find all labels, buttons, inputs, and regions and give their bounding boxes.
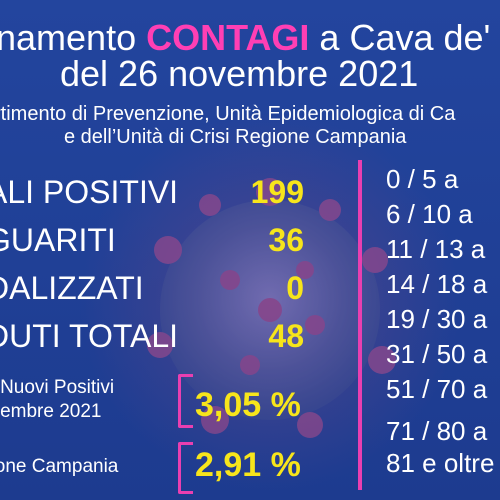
pct-value-campania: 2,91 % <box>195 446 301 484</box>
pct-label-line-2: ovembre 2021 <box>0 401 102 422</box>
pct-label-campania: gione Campania <box>0 456 119 477</box>
pct-value-nuovi-positivi: 3,05 % <box>195 386 301 424</box>
age-group-2: 11 / 13 a <box>386 234 486 264</box>
virus-illustration <box>147 178 396 438</box>
stat-label-deceduti: DUTI TOTALI <box>0 318 179 354</box>
age-group-5: 31 / 50 a <box>386 339 488 369</box>
age-group-1: 6 / 10 a <box>386 199 473 229</box>
subtitle-line-2: e dell’Unità di Crisi Regione Campania <box>64 126 407 148</box>
age-group-6: 51 / 70 a <box>386 374 488 404</box>
title-highlight: CONTAGI <box>146 17 310 58</box>
subtitle-line-1: rtimento di Prevenzione, Unità Epidemiol… <box>0 103 456 125</box>
stat-label-ospedalizzati: DALIZZATI <box>0 270 144 306</box>
stat-value-positivi: 199 <box>250 174 304 210</box>
age-group-0: 0 / 5 a <box>386 164 459 194</box>
stat-value-ospedalizzati: 0 <box>286 270 304 306</box>
bracket-2 <box>178 442 193 494</box>
bracket-1 <box>178 374 193 428</box>
title-line-1: rnamento CONTAGI a Cava de' <box>0 17 491 58</box>
stat-value-guariti: 36 <box>268 222 304 258</box>
age-group-7: 71 / 80 a <box>386 416 488 446</box>
title-line-2: del 26 novembre 2021 <box>60 53 419 94</box>
age-group-8: 81 e oltre <box>386 448 495 478</box>
age-group-4: 19 / 30 a <box>386 304 488 334</box>
stat-value-deceduti: 48 <box>268 318 304 354</box>
vertical-divider <box>358 160 362 490</box>
stat-label-guariti: GUARITI <box>0 222 116 258</box>
age-group-3: 14 / 18 a <box>386 269 488 299</box>
stat-label-positivi: ALI POSITIVI <box>0 174 179 210</box>
pct-label-line-1: ei Nuovi Positivi <box>0 377 115 398</box>
